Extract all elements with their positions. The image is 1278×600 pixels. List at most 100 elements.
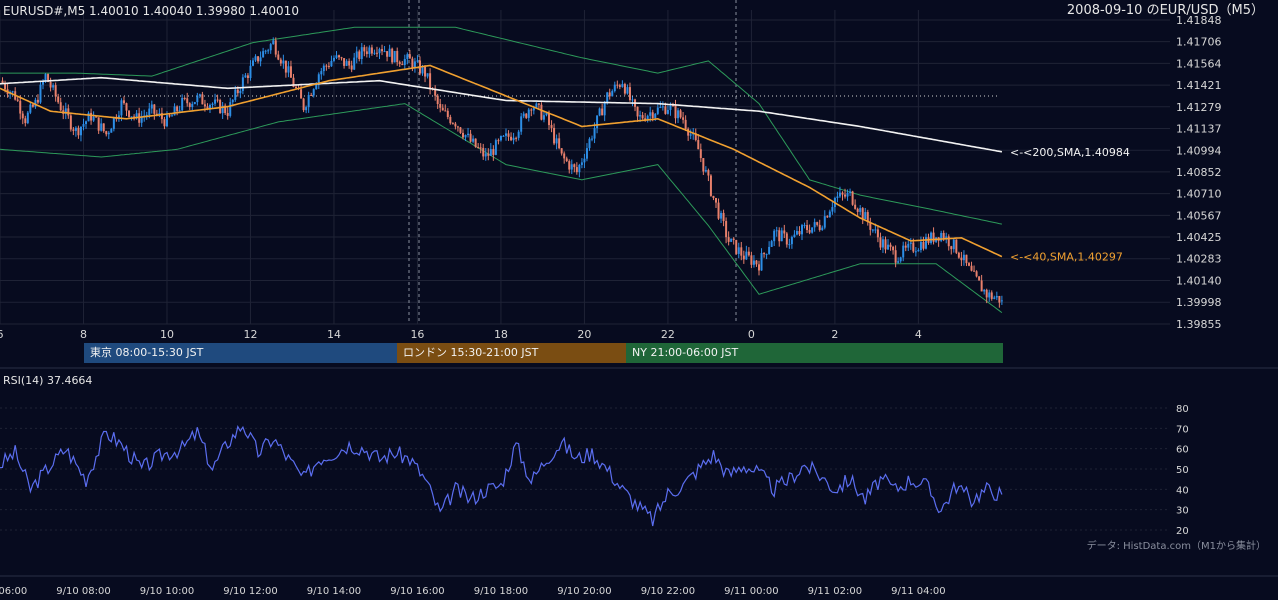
- candle-body: [236, 89, 239, 94]
- candle-body: [112, 117, 115, 129]
- candle-body: [623, 84, 626, 94]
- candle-body: [26, 112, 29, 124]
- candle-body: [239, 90, 242, 94]
- candle-body: [545, 113, 548, 116]
- candle-body: [912, 242, 915, 252]
- candle-body: [866, 212, 869, 223]
- candle-body: [737, 247, 740, 254]
- candle-body: [884, 239, 887, 250]
- candle-body: [520, 116, 523, 132]
- candle-body: [856, 208, 859, 212]
- candle-body: [712, 195, 715, 199]
- time-tick-label: 4: [915, 328, 922, 341]
- candle-body: [606, 92, 609, 103]
- candle-body: [849, 191, 852, 193]
- candle-body: [656, 107, 659, 114]
- time-tick-label: 14: [327, 328, 341, 341]
- candle-body: [188, 103, 191, 107]
- candle-body: [77, 127, 80, 136]
- candle-body: [684, 119, 687, 129]
- candle-body: [332, 57, 335, 61]
- bollinger-bands: [0, 26, 1003, 314]
- rsi-time-tick-label: 9/10 22:00: [641, 586, 695, 597]
- candle-body: [292, 77, 295, 87]
- candle-body: [570, 164, 573, 170]
- candle-body: [548, 113, 551, 126]
- candle-body: [993, 297, 996, 299]
- candle-body: [148, 108, 151, 115]
- candle-body: [219, 100, 222, 114]
- candle-body: [909, 242, 912, 244]
- candle-body: [59, 102, 62, 111]
- candle-body: [413, 61, 416, 68]
- candle-body: [163, 119, 166, 127]
- price-tick-label: 1.41564: [1176, 57, 1222, 70]
- candle-body: [130, 116, 133, 118]
- candle-body: [165, 115, 168, 127]
- candle-body: [613, 84, 616, 92]
- candle-body: [558, 138, 561, 149]
- candle-body: [345, 61, 348, 66]
- candle-body: [758, 264, 760, 271]
- candle-body: [406, 54, 409, 59]
- candle-body: [343, 58, 346, 66]
- candle-body: [510, 136, 513, 141]
- candle-body: [917, 250, 920, 252]
- candle-body: [583, 158, 586, 163]
- candle-body: [269, 44, 272, 51]
- candle-body: [4, 83, 7, 90]
- candle-body: [54, 85, 57, 97]
- candle-body: [145, 114, 148, 116]
- candle-body: [679, 110, 682, 118]
- main-grid: [0, 10, 1170, 325]
- candle-body: [826, 216, 829, 218]
- data-credit: データ: HistData.com（M1から集計）: [1086, 541, 1266, 552]
- time-tick-label: 6: [0, 328, 4, 341]
- candle-body: [11, 91, 14, 93]
- rsi-grid: [0, 367, 1278, 577]
- price-tick-label: 1.40283: [1176, 253, 1222, 266]
- candle-body: [717, 202, 720, 219]
- candle-body: [745, 251, 748, 260]
- candle-body: [671, 105, 674, 107]
- candle-body: [859, 208, 862, 212]
- candle-body: [965, 254, 968, 264]
- candle-body: [636, 106, 639, 117]
- candle-body: [484, 153, 487, 157]
- candle-body: [31, 104, 34, 107]
- candle-body: [704, 170, 707, 172]
- candle-body: [411, 58, 414, 68]
- candle-body: [29, 104, 32, 113]
- candle-body: [325, 65, 328, 67]
- candle-body: [393, 50, 396, 63]
- candle-body: [176, 106, 179, 112]
- candle-body: [120, 100, 123, 116]
- candle-body: [720, 212, 723, 219]
- candle-body: [383, 51, 386, 53]
- candle-body: [904, 245, 907, 248]
- price-tick-label: 1.41848: [1176, 14, 1222, 27]
- candle-body: [816, 222, 819, 225]
- candle-body: [274, 40, 277, 55]
- candle-body: [388, 48, 391, 57]
- candle-body: [426, 73, 429, 77]
- rsi-tick-label: 50: [1176, 465, 1189, 476]
- candle-body: [335, 55, 338, 58]
- candle-body: [735, 239, 738, 254]
- candle-body: [183, 97, 186, 99]
- candle-body: [57, 96, 60, 103]
- candle-body: [289, 66, 292, 78]
- candle-body: [535, 103, 538, 109]
- candle-body: [191, 103, 194, 107]
- candle-body: [702, 158, 705, 172]
- candle-body: [64, 108, 67, 114]
- price-tick-label: 1.39998: [1176, 296, 1222, 309]
- sma-line: [0, 76, 1003, 153]
- candle-body: [102, 123, 105, 132]
- candle-body: [575, 167, 578, 173]
- candle-body: [821, 227, 824, 231]
- candle-body: [828, 211, 831, 218]
- candle-body: [967, 263, 970, 266]
- candle-body: [674, 105, 677, 119]
- rsi-tick-label: 20: [1176, 526, 1189, 537]
